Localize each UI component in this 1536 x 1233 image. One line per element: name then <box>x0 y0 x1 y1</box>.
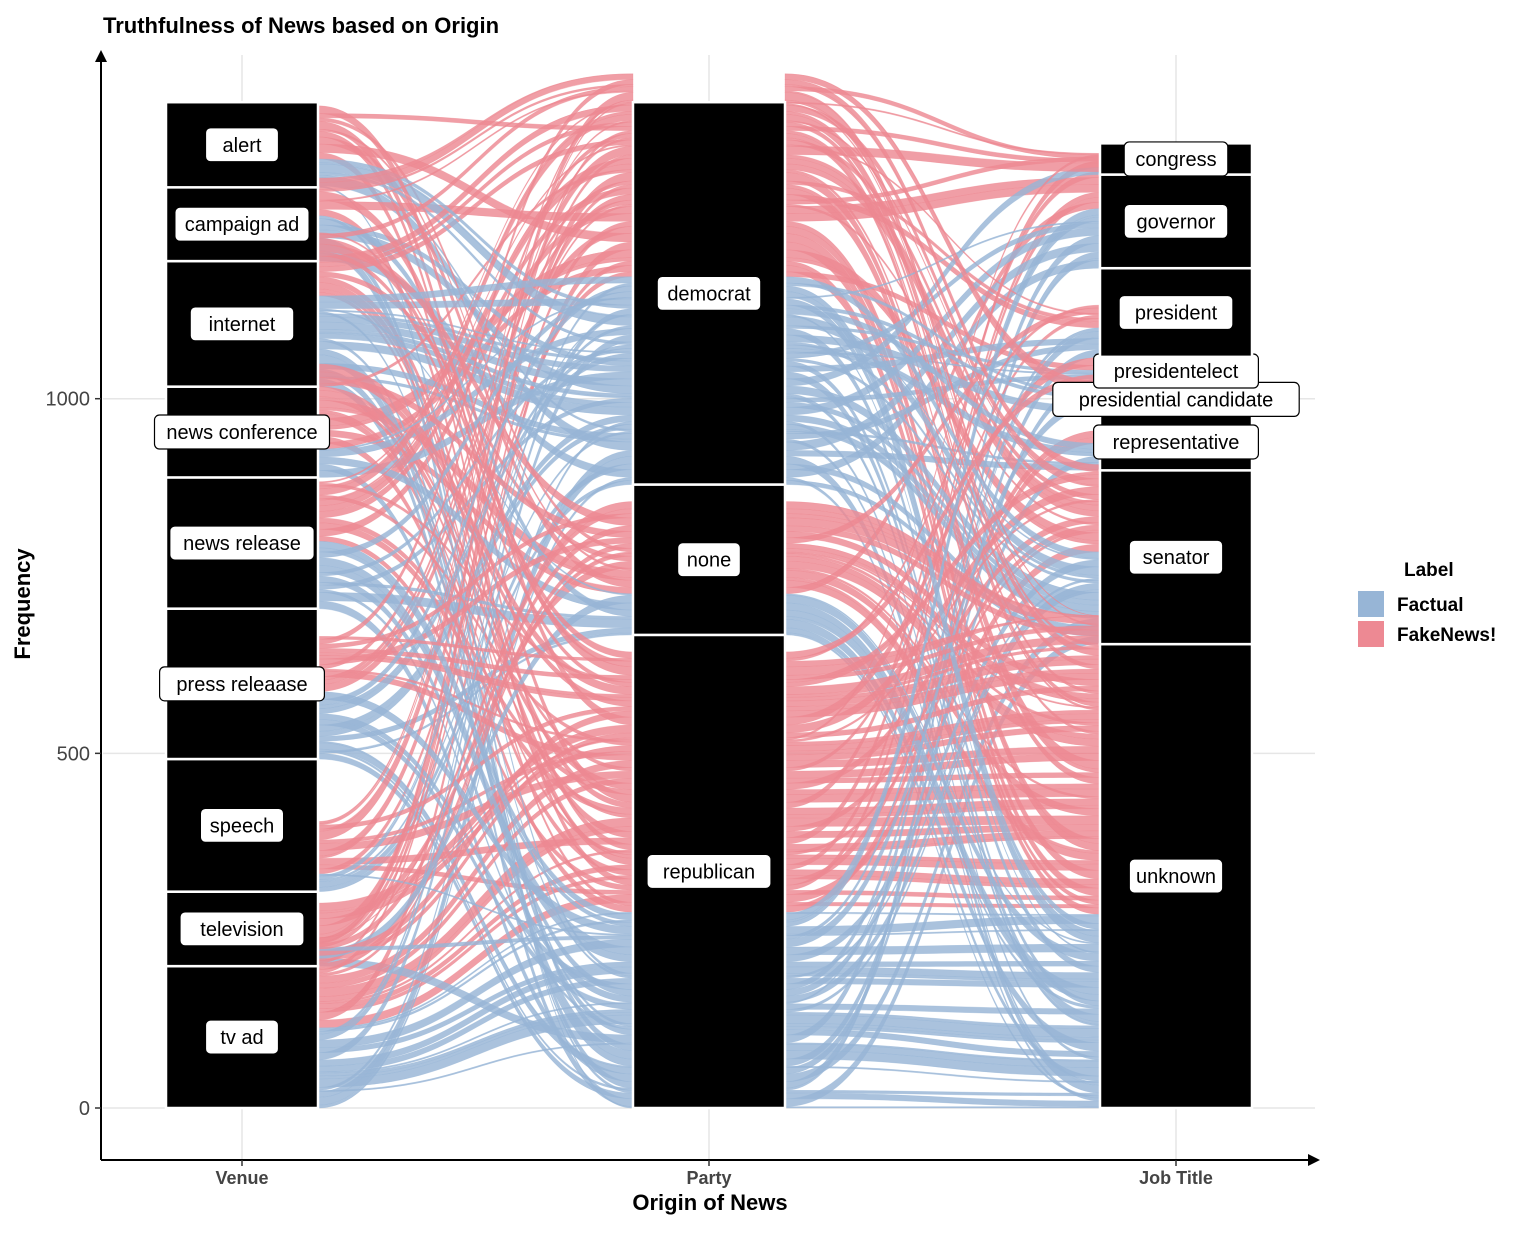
stratum-label-alert: alert <box>223 135 262 157</box>
stratum-label-box-press-releaase <box>159 666 326 702</box>
legend: Label Factual FakeNews! <box>1358 560 1496 647</box>
stratum-label-box-governor <box>1123 203 1229 239</box>
chart-title: Truthfulness of News based on Origin <box>103 13 499 38</box>
stratum-label-president: president <box>1135 303 1218 325</box>
flow-venue-party-194 <box>317 84 634 192</box>
stratum-label-box-democrat <box>656 275 762 311</box>
stratum-label-news-conference: news conference <box>166 422 317 444</box>
legend-swatch-factual <box>1358 591 1384 617</box>
legend-swatch-fakenews <box>1358 621 1384 647</box>
x-tick-label-1: Party <box>686 1168 731 1188</box>
stratum-label-box-senator <box>1128 539 1224 575</box>
stratum-label-box-congress <box>1123 141 1229 177</box>
y-tick-label-2: 1000 <box>46 389 91 411</box>
flow-venue-party-193 <box>317 86 634 239</box>
axis-layer: 0 500 1000 Venue Party Job Title <box>46 50 1320 1188</box>
stratum-label-box-speech <box>199 807 285 843</box>
stratum-label-presidential-candidate: presidential candidate <box>1079 389 1274 411</box>
y-axis-arrow <box>95 50 107 62</box>
x-axis-title: Origin of News <box>632 1190 787 1215</box>
y-axis-title: Frequency <box>10 548 35 660</box>
stratum-label-tv-ad: tv ad <box>220 1027 263 1049</box>
flow-layer <box>317 73 1101 1109</box>
x-tick-label-2: Job Title <box>1139 1168 1213 1188</box>
legend-label-fakenews: FakeNews! <box>1397 625 1496 646</box>
stratum-label-box-unknown <box>1128 858 1224 894</box>
stratum-label-box-campaign-ad <box>174 206 310 242</box>
stratum-label-campaign-ad: campaign ad <box>185 214 300 236</box>
stratum-label-box-republican <box>646 853 772 890</box>
stratum-label-box-president <box>1118 294 1234 331</box>
stratum-label-press-releaase: press releaase <box>176 674 307 696</box>
y-tick-label-0: 0 <box>79 1098 90 1120</box>
stratum-label-representative: representative <box>1113 432 1240 454</box>
stratum-label-box-tv-ad <box>204 1019 280 1055</box>
stratum-label-speech: speech <box>210 815 275 837</box>
y-tick-label-1: 500 <box>57 743 90 765</box>
stratum-label-republican: republican <box>663 861 755 883</box>
flow-venue-party-185 <box>317 91 634 943</box>
stratum-label-box-television <box>179 911 305 947</box>
strata-layer: tv ad television speech press releaase news … <box>153 100 1300 1110</box>
stratum-label-congress: congress <box>1135 149 1216 171</box>
stratum-label-box-internet <box>189 306 295 342</box>
flow-venue-party-195 <box>317 79 634 645</box>
stratum-label-box-representative <box>1092 424 1259 460</box>
stratum-label-none: none <box>687 550 732 572</box>
flow-party-job-141 <box>784 960 1101 968</box>
flow-venue-party-201 <box>317 73 634 183</box>
stratum-label-box-news-conference <box>153 414 331 450</box>
stratum-label-news-release: news release <box>183 533 301 555</box>
stratum-label-box-none <box>676 542 741 578</box>
legend-title: Label <box>1404 560 1454 581</box>
flow-party-job-0 <box>784 1106 1101 1109</box>
stratum-label-box-news-release <box>169 525 315 561</box>
x-tick-label-0: Venue <box>215 1168 268 1188</box>
stratum-label-internet: internet <box>209 314 276 336</box>
flow-venue-party-186 <box>317 90 634 202</box>
legend-label-factual: Factual <box>1397 595 1464 616</box>
stratum-label-democrat: democrat <box>667 283 751 305</box>
stratum-label-television: television <box>200 919 283 941</box>
stratum-label-unknown: unknown <box>1136 866 1216 888</box>
stratum-label-presidentelect: presidentelect <box>1114 361 1239 383</box>
x-axis-arrow <box>1308 1154 1320 1166</box>
stratum-label-senator: senator <box>1143 547 1210 569</box>
stratum-label-governor: governor <box>1137 211 1216 233</box>
stratum-label-box-alert <box>204 127 280 163</box>
